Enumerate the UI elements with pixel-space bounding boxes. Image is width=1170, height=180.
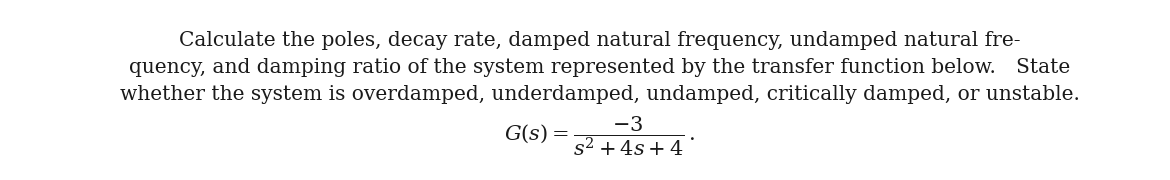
Text: Calculate the poles, decay rate, damped natural frequency, undamped natural fre-: Calculate the poles, decay rate, damped … [179, 31, 1020, 50]
Text: whether the system is overdamped, underdamped, undamped, critically damped, or u: whether the system is overdamped, underd… [119, 85, 1080, 104]
Text: quency, and damping ratio of the system represented by the transfer function bel: quency, and damping ratio of the system … [129, 58, 1071, 77]
Text: $G(s) = \dfrac{-3}{s^2 + 4s + 4}\,.$: $G(s) = \dfrac{-3}{s^2 + 4s + 4}\,.$ [504, 114, 695, 158]
